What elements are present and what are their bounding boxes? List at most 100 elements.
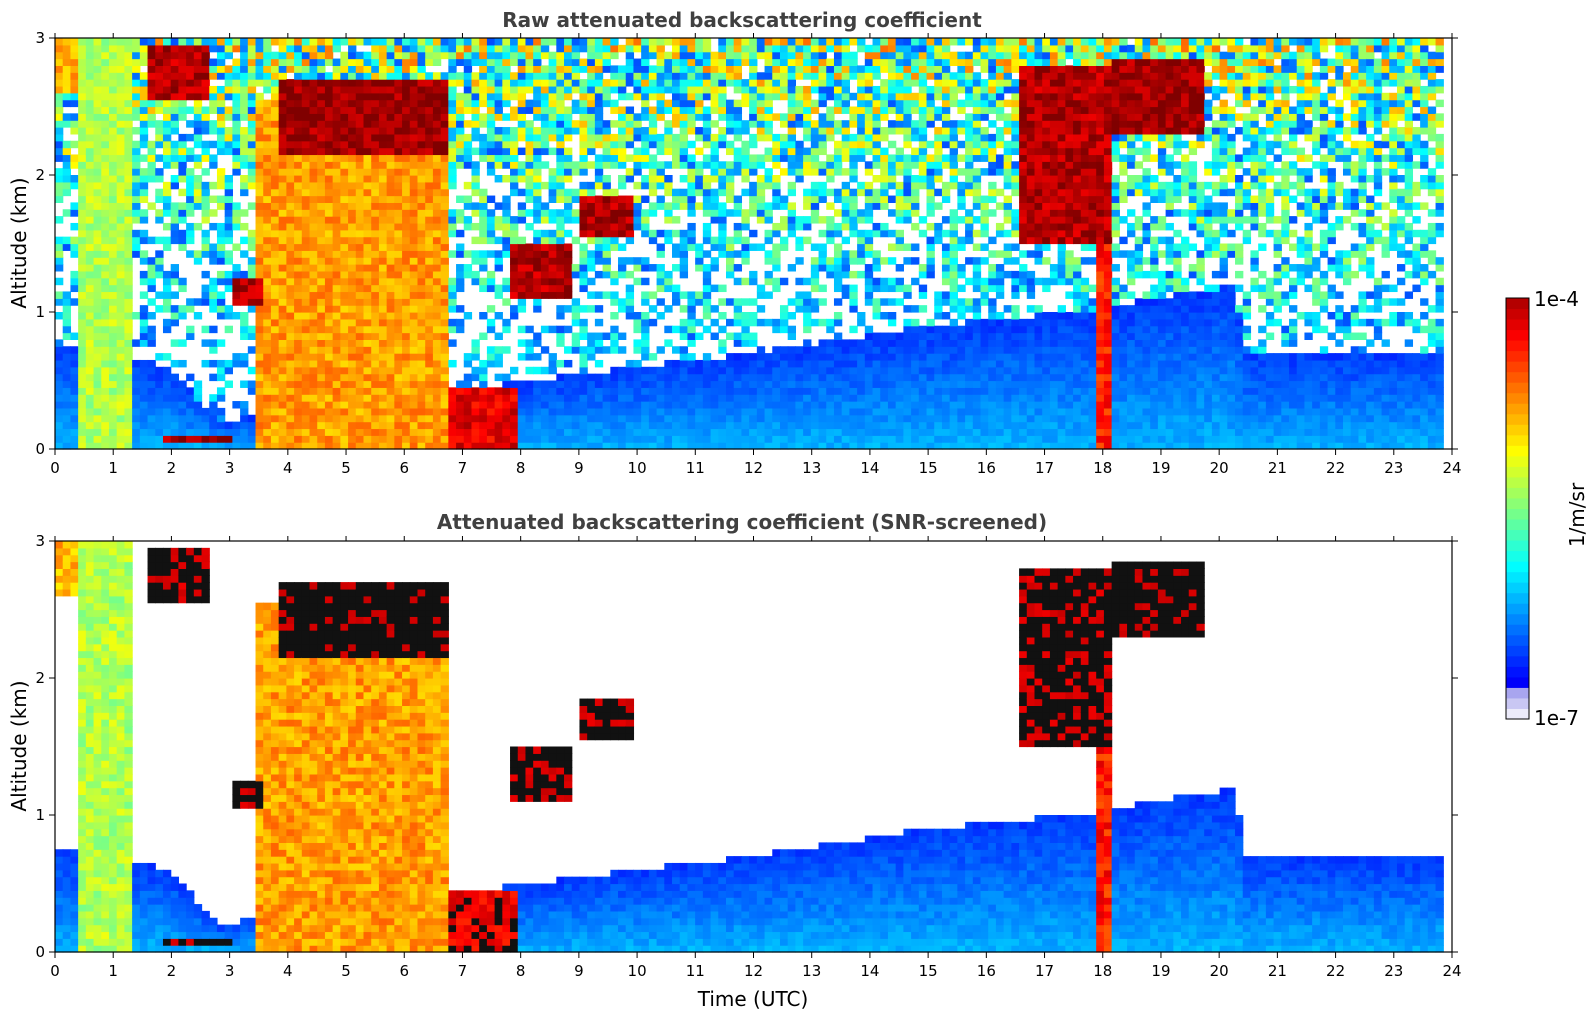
heatmap-cell bbox=[810, 277, 820, 286]
heatmap-cell bbox=[124, 284, 133, 293]
heatmap-cell bbox=[116, 291, 126, 299]
heatmap-cell bbox=[147, 435, 156, 443]
heatmap-cell bbox=[756, 188, 766, 197]
heatmap-cell bbox=[818, 339, 827, 347]
heatmap-cell bbox=[602, 428, 611, 436]
heatmap-cell bbox=[186, 65, 195, 73]
heatmap-cell bbox=[710, 366, 719, 375]
heatmap-cell bbox=[309, 79, 318, 87]
heatmap-cell bbox=[209, 421, 218, 430]
heatmap-cell bbox=[733, 407, 743, 416]
heatmap-cell bbox=[93, 195, 102, 203]
heatmap-cell bbox=[101, 366, 110, 375]
heatmap-cell bbox=[116, 79, 126, 87]
heatmap-cell bbox=[571, 264, 581, 272]
heatmap-cell bbox=[648, 79, 658, 87]
heatmap-cell bbox=[263, 168, 272, 176]
heatmap-cell bbox=[317, 188, 326, 197]
heatmap-cell bbox=[579, 127, 588, 135]
heatmap-cell bbox=[155, 44, 164, 53]
heatmap-cell bbox=[348, 161, 357, 169]
heatmap-cell bbox=[764, 387, 773, 395]
heatmap-cell bbox=[733, 353, 743, 361]
heatmap-cell bbox=[317, 414, 326, 423]
heatmap-cell bbox=[479, 216, 488, 224]
heatmap-cell bbox=[178, 428, 187, 436]
heatmap-cell bbox=[702, 428, 712, 436]
heatmap-cell bbox=[787, 58, 797, 66]
heatmap-cell bbox=[594, 113, 604, 121]
heatmap-cell bbox=[247, 346, 257, 354]
heatmap-cell bbox=[525, 421, 534, 430]
heatmap-cell bbox=[494, 353, 503, 361]
heatmap-cell bbox=[432, 229, 442, 238]
heatmap-cell bbox=[587, 51, 596, 60]
heatmap-cell bbox=[594, 442, 604, 450]
heatmap-cell bbox=[255, 250, 264, 258]
heatmap-cell bbox=[618, 222, 627, 231]
heatmap-cell bbox=[278, 346, 287, 354]
heatmap-cell bbox=[402, 284, 411, 293]
heatmap-cell bbox=[510, 407, 519, 416]
heatmap-cell bbox=[116, 72, 126, 80]
heatmap-cell bbox=[440, 257, 449, 265]
heatmap-cell bbox=[386, 387, 395, 395]
heatmap-cell bbox=[463, 312, 473, 320]
heatmap-cell bbox=[85, 58, 95, 66]
heatmap-cell bbox=[317, 318, 326, 327]
heatmap-cell bbox=[687, 298, 696, 306]
heatmap-cell bbox=[741, 387, 750, 395]
heatmap-cell bbox=[764, 168, 773, 176]
heatmap-cell bbox=[687, 209, 696, 217]
heatmap-cell bbox=[278, 38, 287, 46]
heatmap-cell bbox=[672, 120, 681, 128]
heatmap-cell bbox=[232, 209, 241, 217]
heatmap-cell bbox=[232, 99, 241, 108]
heatmap-cell bbox=[432, 387, 442, 395]
heatmap-cell bbox=[448, 161, 457, 169]
heatmap-cell bbox=[726, 366, 735, 375]
heatmap-cell bbox=[309, 106, 318, 114]
heatmap-cell bbox=[240, 127, 249, 135]
heatmap-cell bbox=[363, 85, 372, 94]
heatmap-cell bbox=[317, 346, 326, 354]
heatmap-cell bbox=[247, 92, 257, 101]
heatmap-cell bbox=[656, 168, 665, 176]
heatmap-cell bbox=[409, 264, 419, 272]
heatmap-cell bbox=[301, 181, 311, 190]
heatmap-cell bbox=[270, 85, 280, 94]
heatmap-cell bbox=[139, 140, 149, 149]
heatmap-cell bbox=[425, 270, 434, 279]
heatmap-cell bbox=[726, 236, 735, 245]
heatmap-cell bbox=[502, 202, 511, 210]
heatmap-cell bbox=[324, 435, 334, 443]
heatmap-cell bbox=[556, 106, 565, 114]
heatmap-cell bbox=[332, 175, 341, 183]
heatmap-cell bbox=[232, 106, 241, 114]
heatmap-cell bbox=[525, 243, 534, 251]
heatmap-cell bbox=[610, 195, 619, 203]
heatmap-cell bbox=[332, 353, 341, 361]
heatmap-cell bbox=[787, 168, 797, 176]
heatmap-cell bbox=[826, 380, 835, 388]
heatmap-cell bbox=[764, 277, 773, 286]
heatmap-cell bbox=[301, 195, 311, 203]
heatmap-cell bbox=[409, 257, 419, 265]
heatmap-cell bbox=[494, 414, 503, 423]
heatmap-cell bbox=[409, 202, 419, 210]
heatmap-cell bbox=[263, 435, 272, 443]
heatmap-cell bbox=[78, 305, 87, 313]
heatmap-cell bbox=[371, 277, 380, 286]
heatmap-cell bbox=[324, 127, 334, 135]
heatmap-cell bbox=[394, 99, 403, 108]
heatmap-cell bbox=[278, 401, 287, 409]
heatmap-cell bbox=[108, 229, 118, 238]
heatmap-cell bbox=[255, 161, 264, 169]
heatmap-cell bbox=[386, 127, 395, 135]
heatmap-cell bbox=[317, 435, 326, 443]
heatmap-cell bbox=[402, 305, 411, 313]
heatmap-cell bbox=[78, 175, 87, 183]
heatmap-cell bbox=[332, 99, 341, 108]
heatmap-cell bbox=[324, 120, 334, 128]
heatmap-cell bbox=[186, 394, 195, 402]
